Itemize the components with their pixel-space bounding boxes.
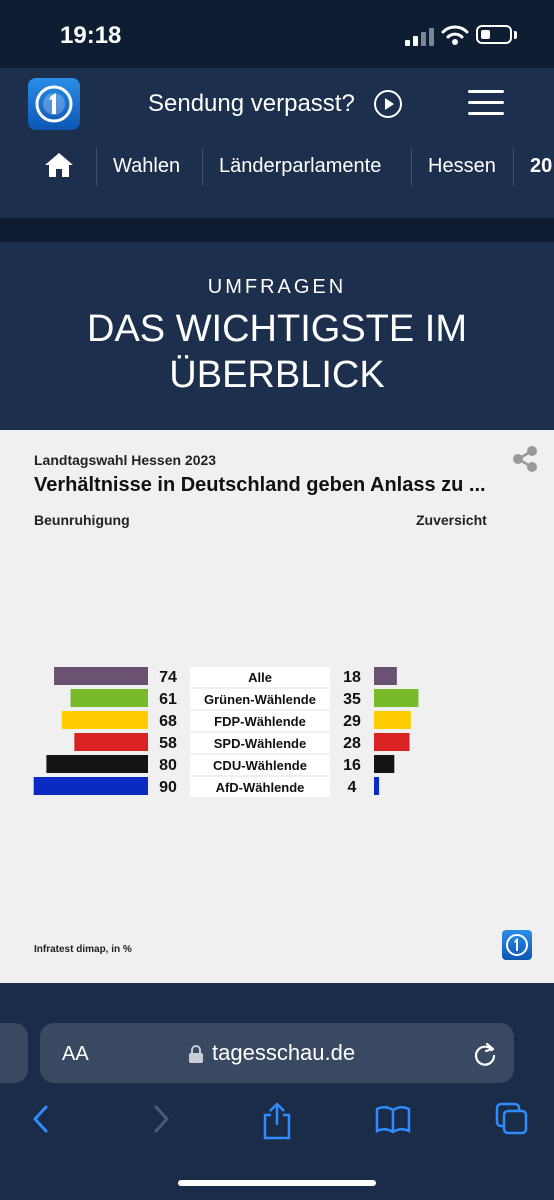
- data-label-beunruhigung: 58: [159, 735, 177, 752]
- bar-zuversicht: [374, 711, 411, 729]
- category-label: AfD-Wählende: [216, 780, 305, 795]
- category-label: Grünen-Wählende: [204, 692, 316, 707]
- tagesschau-small-logo: [502, 930, 532, 960]
- data-label-zuversicht: 16: [343, 757, 361, 774]
- bar-zuversicht: [374, 777, 380, 795]
- category-cell: [190, 733, 330, 753]
- data-label-zuversicht: 4: [348, 779, 357, 796]
- right-legend-label: Zuversicht: [416, 512, 487, 528]
- play-icon[interactable]: [374, 90, 402, 118]
- sendung-verpasst-link[interactable]: Sendung verpasst?: [148, 90, 355, 117]
- nav-item-laenderparlamente[interactable]: Länderparlamente: [219, 155, 382, 177]
- nav-item-hessen[interactable]: Hessen: [428, 155, 496, 177]
- category-cell: [190, 711, 330, 731]
- bar-zuversicht: [374, 733, 410, 751]
- status-time: 19:18: [60, 22, 122, 49]
- hero-headline-line-1: DAS WICHTIGSTE IM: [87, 308, 467, 350]
- signal-icon: [405, 28, 434, 46]
- bar-zuversicht: [374, 689, 419, 707]
- tagesschau-logo[interactable]: [28, 78, 80, 130]
- category-cell: [190, 689, 330, 709]
- share-sheet-icon[interactable]: [260, 1101, 294, 1141]
- bar-beunruhigung: [61, 711, 148, 729]
- share-icon[interactable]: [510, 444, 540, 474]
- back-icon[interactable]: [28, 1101, 54, 1137]
- breadcrumb: Wahlen Länderparlamente Hessen 20: [0, 138, 554, 198]
- browser-toolbar: AA tagesschau.de: [0, 983, 554, 1200]
- reader-settings-button[interactable]: AA: [62, 1043, 89, 1065]
- battery-icon: [476, 25, 512, 44]
- bar-beunruhigung: [54, 667, 148, 685]
- hero-headline-line-2: ÜBERBLICK: [169, 354, 385, 396]
- lock-icon: [189, 1045, 203, 1063]
- left-legend-label: Beunruhigung: [34, 512, 130, 528]
- bar-zuversicht: [374, 755, 395, 773]
- data-label-beunruhigung: 74: [159, 669, 177, 686]
- bookmarks-icon[interactable]: [374, 1101, 412, 1137]
- data-label-beunruhigung: 80: [159, 757, 177, 774]
- address-bar[interactable]: AA tagesschau.de: [40, 1023, 514, 1083]
- home-indicator: [178, 1180, 376, 1186]
- category-label: SPD-Wählende: [214, 736, 306, 751]
- nav-item-wahlen[interactable]: Wahlen: [113, 155, 181, 177]
- tabs-icon[interactable]: [494, 1101, 530, 1137]
- data-label-zuversicht: 29: [343, 713, 361, 730]
- wifi-icon: [441, 25, 469, 45]
- menu-icon[interactable]: [468, 88, 504, 116]
- hero-kicker: UMFRAGEN: [207, 276, 347, 298]
- site-header: Sendung verpasst? Wahlen Länderparlament…: [0, 68, 554, 218]
- data-label-beunruhigung: 90: [159, 779, 177, 796]
- chart-card: Landtagswahl Hessen 2023 Verhältnisse in…: [0, 430, 554, 983]
- chart-kicker: Landtagswahl Hessen 2023: [34, 452, 217, 468]
- hero-headline: DAS WICHTIGSTE IM ÜBERBLICK: [0, 306, 554, 398]
- chart-title: Verhältnisse in Deutschland geben Anlass…: [34, 474, 486, 496]
- data-label-zuversicht: 28: [343, 735, 361, 752]
- bar-beunruhigung: [33, 777, 149, 795]
- home-icon[interactable]: [44, 152, 74, 178]
- bar-beunruhigung: [70, 689, 148, 707]
- category-cell: [190, 777, 330, 797]
- data-label-zuversicht: 18: [343, 669, 361, 686]
- forward-icon[interactable]: [148, 1101, 174, 1137]
- data-label-beunruhigung: 61: [159, 691, 177, 708]
- hero-section: UMFRAGEN DAS WICHTIGSTE IM ÜBERBLICK: [0, 242, 554, 430]
- diverging-bar-chart: 74 Alle 18 61 Grünen-Wählende 35 68 FDP-Wählend…: [33, 667, 419, 797]
- data-label-beunruhigung: 68: [159, 713, 177, 730]
- bar-beunruhigung: [46, 755, 148, 773]
- bar-beunruhigung: [74, 733, 148, 751]
- bar-zuversicht: [374, 667, 397, 685]
- url-text: tagesschau.de: [212, 1040, 356, 1065]
- chart-source: Infratest dimap, in %: [34, 944, 132, 955]
- status-bar: 19:18: [0, 0, 554, 68]
- category-cell: [190, 667, 330, 687]
- category-cell: [190, 755, 330, 775]
- category-label: Alle: [248, 670, 272, 685]
- nav-item-2023[interactable]: 20: [530, 155, 553, 177]
- reload-icon[interactable]: [472, 1041, 498, 1067]
- category-label: CDU-Wählende: [213, 758, 307, 773]
- previous-tab-preview[interactable]: [0, 1023, 28, 1083]
- category-label: FDP-Wählende: [214, 714, 306, 729]
- data-label-zuversicht: 35: [343, 691, 361, 708]
